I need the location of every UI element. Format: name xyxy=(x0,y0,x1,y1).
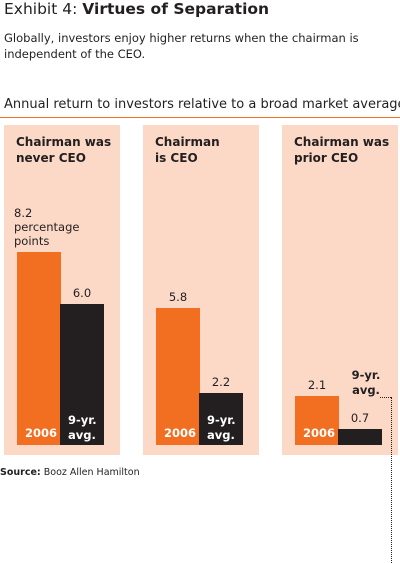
bar-9yr-avg xyxy=(338,429,382,445)
bar-label-9yr-avg: 9-yr. avg. xyxy=(68,413,97,443)
bar-2006 xyxy=(295,396,339,445)
panel-title-line-2: never CEO xyxy=(16,151,86,165)
bar-label-2006: 2006 xyxy=(303,426,336,440)
value-unit-line-2: points xyxy=(14,234,50,248)
panel-chairman-never-ceo: Chairman was never CEO 8.2 percentage po… xyxy=(4,125,120,455)
bar-2006 xyxy=(17,252,61,445)
orange-divider-rule xyxy=(0,117,400,118)
source-text: Booz Allen Hamilton xyxy=(43,467,140,478)
leader-line-horizontal xyxy=(380,397,391,398)
panel-title-line-1: Chairman was xyxy=(16,135,112,149)
bar-label-9yr-avg: 9-yr. avg. xyxy=(346,368,386,398)
bar-label-2006: 2006 xyxy=(25,426,58,440)
value-label-2006: 8.2 percentage points xyxy=(14,206,79,248)
axis-caption: Annual return to investors relative to a… xyxy=(4,97,400,112)
panel-chairman-was-prior-ceo: Chairman was prior CEO 2.1 0.7 2006 9-yr… xyxy=(282,125,398,563)
panel-title-line-1: Chairman was xyxy=(294,135,390,149)
exhibit-label: Exhibit 4: xyxy=(4,0,78,18)
panel-title-line-2: is CEO xyxy=(155,151,198,165)
bar-label-avg-line-1: 9-yr. xyxy=(351,368,381,382)
bar-9yr-avg xyxy=(60,304,104,445)
bar-label-avg-line-2: avg. xyxy=(207,428,235,442)
bar-label-2006: 2006 xyxy=(164,426,197,440)
panel-chairman-is-ceo: Chairman is CEO 5.8 2.2 2006 9-yr. avg. xyxy=(143,125,259,455)
source-note: Source: Booz Allen Hamilton xyxy=(0,467,140,478)
value-label-9yr-avg: 0.7 xyxy=(350,411,370,425)
bar-label-avg-line-1: 9-yr. xyxy=(207,413,236,427)
value-label-2006: 5.8 xyxy=(168,290,188,304)
panel-title: Chairman was never CEO xyxy=(16,134,118,166)
bar-2006 xyxy=(156,308,200,445)
value-label-9yr-avg: 6.0 xyxy=(72,286,92,300)
bar-label-9yr-avg: 9-yr. avg. xyxy=(207,413,236,443)
value-label-2006: 2.1 xyxy=(307,378,327,392)
bar-label-avg-line-2: avg. xyxy=(352,383,380,397)
value-number: 8.2 xyxy=(14,206,33,220)
value-unit-line-1: percentage xyxy=(14,220,80,234)
source-label: Source: xyxy=(0,467,41,478)
panel-title: Chairman is CEO xyxy=(155,134,257,166)
value-label-9yr-avg: 2.2 xyxy=(211,375,231,389)
exhibit-title: Exhibit 4: Virtues of Separation xyxy=(4,0,269,18)
panel-title-line-2: prior CEO xyxy=(294,151,359,165)
panel-title: Chairman was prior CEO xyxy=(294,134,396,166)
panel-title-line-1: Chairman xyxy=(155,135,220,149)
chart-subtitle: Globally, investors enjoy higher returns… xyxy=(4,31,359,61)
leader-line-vertical xyxy=(391,397,392,563)
bar-label-avg-line-2: avg. xyxy=(68,428,96,442)
bar-label-avg-line-1: 9-yr. xyxy=(68,413,97,427)
bar-9yr-avg xyxy=(199,393,243,445)
chart-title: Virtues of Separation xyxy=(82,0,270,18)
